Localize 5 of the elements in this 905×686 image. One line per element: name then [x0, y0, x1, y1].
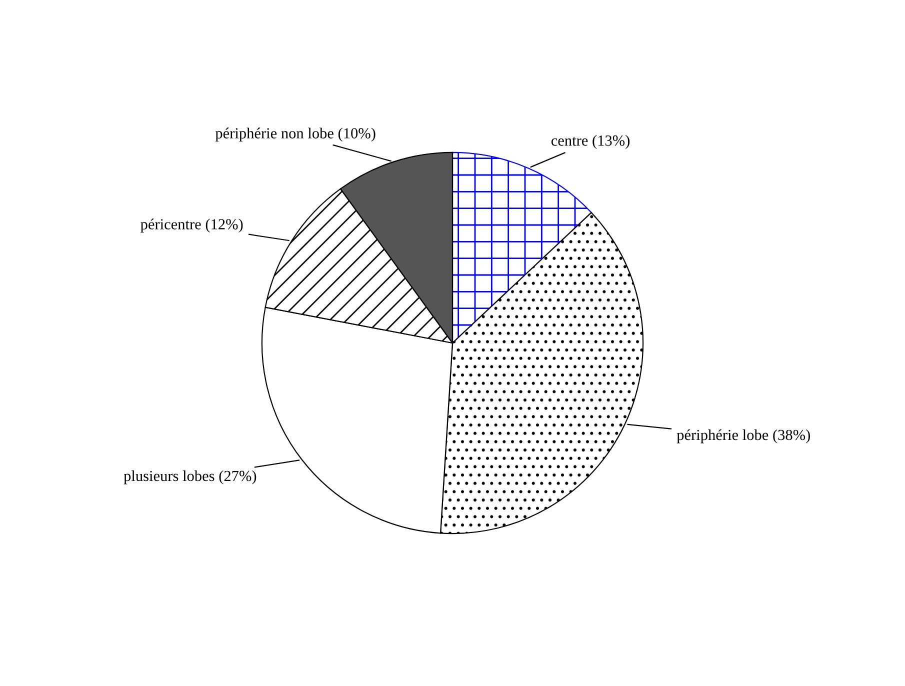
slice-label: périphérie lobe (38%) — [676, 429, 810, 444]
slice-label: périphérie non lobe (10%) — [215, 128, 376, 142]
slice-label: plusieurs lobes (27%) — [124, 470, 256, 484]
slice-label: péricentre (12%) — [140, 218, 243, 233]
slice-label: centre (13%) — [551, 134, 630, 149]
